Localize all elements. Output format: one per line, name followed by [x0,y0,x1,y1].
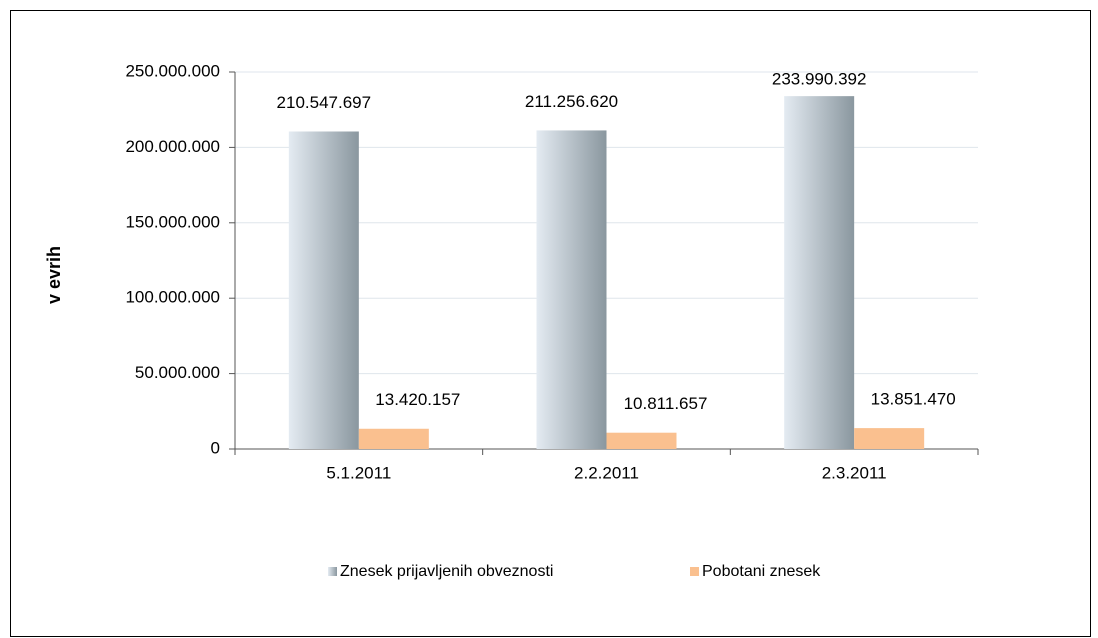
legend-label: Pobotani znesek [702,563,821,580]
data-label: 211.256.620 [525,92,618,111]
bar [854,428,925,449]
data-label: 210.547.697 [277,93,372,112]
bar [536,130,607,449]
y-tick-label: 250.000.000 [125,61,220,80]
legend-label: Znesek prijavljenih obveznosti [340,563,553,580]
bar [606,432,677,449]
legend-swatch [328,567,337,576]
x-tick-label: 2.2.2011 [574,463,639,482]
y-tick-label: 150.000.000 [125,212,220,231]
y-tick-label: 100.000.000 [125,288,220,307]
data-label: 10.811.657 [624,394,708,413]
x-tick-label: 5.1.2011 [326,463,391,482]
y-axis-title: v evrih [44,246,64,304]
y-tick-label: 0 [211,438,220,457]
data-label: 233.990.392 [772,69,867,88]
legend-swatch [690,567,699,576]
data-label: 13.420.157 [375,390,460,409]
bar [288,131,359,449]
y-tick-label: 200.000.000 [125,137,220,156]
bar [358,428,429,449]
data-label: 13.851.470 [871,390,956,409]
x-tick-label: 2.3.2011 [822,463,887,482]
bar [784,96,855,449]
y-tick-label: 50.000.000 [135,363,220,382]
